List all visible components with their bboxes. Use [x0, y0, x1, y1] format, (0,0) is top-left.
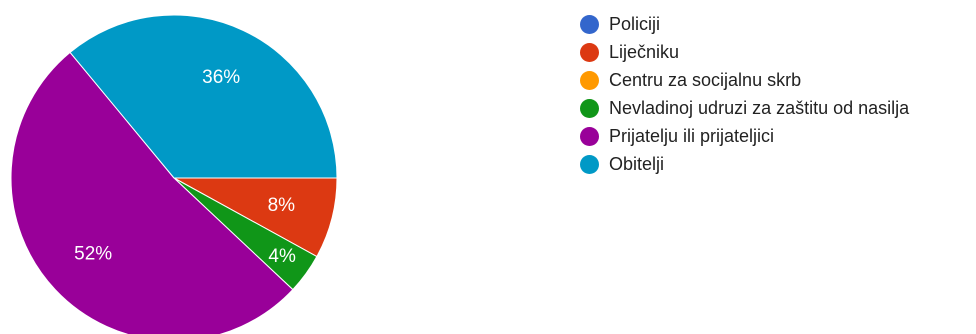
legend-swatch — [580, 126, 599, 146]
legend-swatch — [580, 98, 599, 118]
slice-label-4: 52% — [74, 243, 112, 264]
legend-swatch — [580, 154, 599, 174]
legend-label: Liječniku — [609, 41, 680, 62]
legend-item: Prijatelju ili prijateljici — [580, 122, 909, 150]
legend-item: Obitelji — [580, 150, 909, 178]
slice-label-1: 8% — [268, 195, 296, 216]
legend-item: Centru za socijalnu skrb — [580, 66, 909, 94]
legend-item: Nevladinoj udruzi za zaštitu od nasilja — [580, 94, 909, 122]
legend-item: Policiji — [580, 10, 909, 38]
legend-label: Policiji — [609, 13, 661, 34]
pie-slice-5 — [69, 14, 338, 179]
legend-label: Prijatelju ili prijateljici — [609, 125, 775, 146]
legend-swatch — [580, 42, 599, 62]
pie-slice-4 — [10, 51, 294, 334]
chart-legend: Policiji Liječniku Centru za socijalnu skr… — [580, 10, 909, 178]
legend-swatch — [580, 14, 599, 34]
slice-label-3: 4% — [268, 246, 296, 267]
legend-label: Nevladinoj udruzi za zaštitu od nasilja — [609, 97, 910, 118]
slice-label-5: 36% — [202, 67, 240, 88]
legend-label: Centru za socijalnu skrb — [609, 69, 802, 90]
legend-swatch — [580, 70, 599, 90]
legend-label: Obitelji — [609, 153, 665, 174]
legend-item: Liječniku — [580, 38, 909, 66]
